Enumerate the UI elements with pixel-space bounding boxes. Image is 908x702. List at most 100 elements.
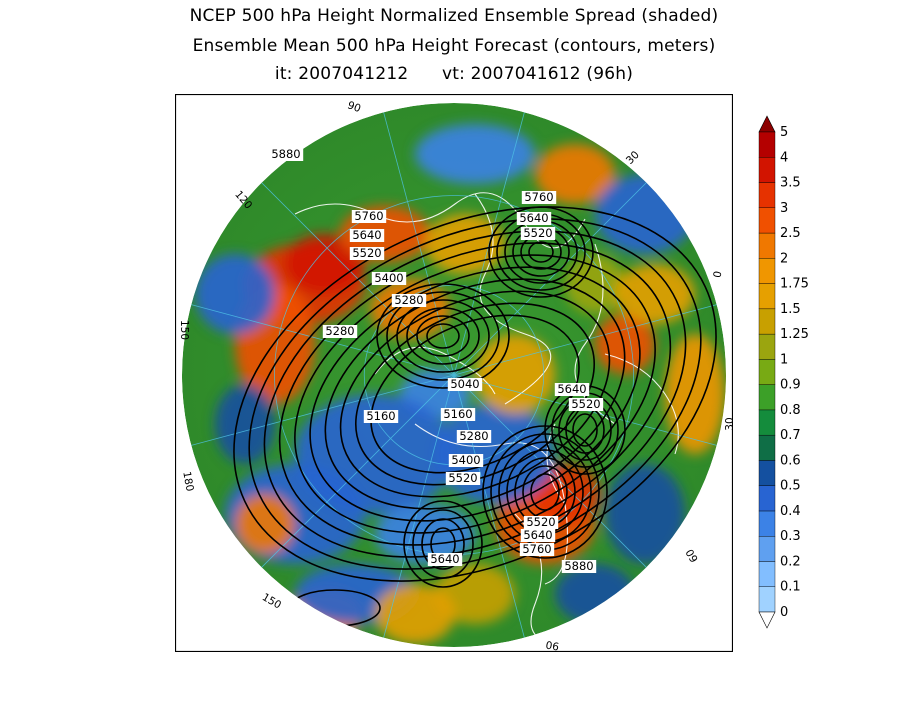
contour-line	[416, 315, 470, 357]
colorbar-swatch	[758, 157, 776, 183]
contour-label-bg	[568, 398, 604, 411]
colorbar-swatch	[758, 182, 776, 208]
polar-map: 5880576056405520540052805280516050405160…	[175, 94, 733, 652]
contour-label: 5880	[564, 559, 593, 573]
longitude-label: 120	[396, 651, 416, 652]
colorbar-label: 0.2	[780, 554, 801, 569]
title-line-2: Ensemble Mean 500 hPa Height Forecast (c…	[192, 36, 716, 56]
spread-blob	[535, 144, 615, 204]
colorbar-label: 0.1	[780, 580, 801, 595]
colorbar: 0 0.1 0.2 0.3 0.4 0.5 0.6 0.7 0.8 0.9 1 1.25 1.5 1.75…	[758, 115, 809, 629]
colorbar-swatch	[758, 283, 776, 310]
colorbar-swatch	[758, 434, 776, 461]
contour-label: 5160	[366, 409, 395, 423]
contour-label-bg	[322, 325, 358, 338]
title-line-1: NCEP 500 hPa Height Normalized Ensemble …	[189, 6, 719, 26]
colorbar-label: 0.3	[780, 529, 801, 544]
contour-label: 5760	[524, 190, 553, 204]
longitude-label: 90	[545, 638, 560, 652]
contour-label: 5640	[523, 528, 552, 542]
contour-label: 5760	[354, 209, 383, 223]
longitude-label: 60	[684, 547, 701, 565]
spread-blob	[235, 494, 295, 554]
contour-line	[412, 509, 474, 579]
contour-line	[530, 473, 560, 511]
colorbar-label: 1.5	[780, 302, 801, 317]
contour-label: 5520	[571, 397, 600, 411]
colorbar-swatch	[758, 131, 776, 158]
colorbar-label: 5	[780, 125, 788, 140]
spread-shading	[195, 124, 725, 644]
contour-label: 5640	[519, 211, 548, 225]
colorbar-label: 1.75	[780, 277, 809, 292]
contour-label-bg	[427, 553, 463, 566]
contour-label: 5520	[352, 246, 381, 260]
contour-label: 5880	[271, 147, 300, 161]
colorbar-swatch	[758, 207, 776, 234]
coastline	[414, 423, 568, 585]
colorbar-swatch	[758, 586, 776, 613]
contour-label-bg	[363, 410, 399, 423]
spread-blob	[605, 464, 685, 564]
colorbar-bottom-arrow	[758, 611, 776, 629]
colorbar-label: 0	[780, 605, 788, 620]
contour-line	[572, 413, 598, 447]
spread-blob	[665, 334, 725, 454]
contour-label-bg	[521, 191, 557, 204]
colorbar-label: 2.5	[780, 226, 801, 241]
colorbar-swatch	[758, 409, 776, 436]
colorbar-label: 0.4	[780, 504, 801, 519]
colorbar-label: 0.9	[780, 378, 801, 393]
contour-label: 5040	[450, 377, 479, 391]
contour-label-bg	[447, 378, 483, 391]
contour-label: 5160	[443, 407, 472, 421]
contour-label-bg	[448, 454, 484, 467]
colorbar-swatch	[758, 485, 776, 512]
colorbar-label: 1.25	[780, 327, 809, 342]
contour-line	[386, 291, 500, 381]
contour-label-bg	[523, 516, 559, 529]
contour-label-bg	[554, 383, 590, 396]
contour-line	[421, 518, 465, 570]
spread-blob	[195, 254, 275, 334]
contour-label: 5640	[430, 552, 459, 566]
coastline	[604, 353, 679, 455]
contour-label-bg	[440, 408, 476, 421]
contour-labels: 5880576056405520540052805280516050405160…	[268, 147, 604, 573]
colorbar-label: 0.7	[780, 428, 801, 443]
colorbar-label: 2	[780, 251, 788, 266]
contour-line	[528, 241, 554, 263]
colorbar-swatch	[758, 384, 776, 411]
colorbar-swatch	[758, 359, 776, 385]
contour-line	[396, 299, 490, 373]
spread-blob	[370, 279, 450, 339]
contour-label: 5520	[448, 471, 477, 485]
meridian-line	[453, 182, 647, 376]
contour-label-bg	[349, 229, 385, 242]
colorbar-swatch	[758, 333, 776, 360]
colorbar-top-arrow	[758, 115, 776, 133]
longitude-label: 60	[495, 94, 508, 97]
contour-label: 5280	[325, 324, 354, 338]
contour-label-bg	[516, 212, 552, 225]
colorbar-swatch	[758, 460, 776, 486]
colorbar-label: 0.6	[780, 453, 801, 468]
contour-line	[488, 206, 594, 298]
colorbar-label: 1	[780, 352, 788, 367]
longitude-label: 0	[712, 270, 725, 279]
contour-label: 5280	[459, 429, 488, 443]
contour-line	[406, 307, 480, 365]
contour-line	[339, 290, 611, 498]
contour-label-bg	[349, 247, 385, 260]
meridian-line	[453, 304, 717, 376]
colorbar-swatch	[758, 232, 776, 259]
contour-label-bg	[456, 430, 492, 443]
contour-line	[403, 500, 483, 588]
contour-label-bg	[561, 560, 597, 573]
colorbar-label: 3.5	[780, 176, 801, 191]
colorbar-swatch	[758, 536, 776, 562]
contour-label-bg	[445, 472, 481, 485]
contour-label-bg	[391, 294, 427, 307]
colorbar-swatch	[758, 561, 776, 587]
contour-label-bg	[519, 543, 555, 556]
